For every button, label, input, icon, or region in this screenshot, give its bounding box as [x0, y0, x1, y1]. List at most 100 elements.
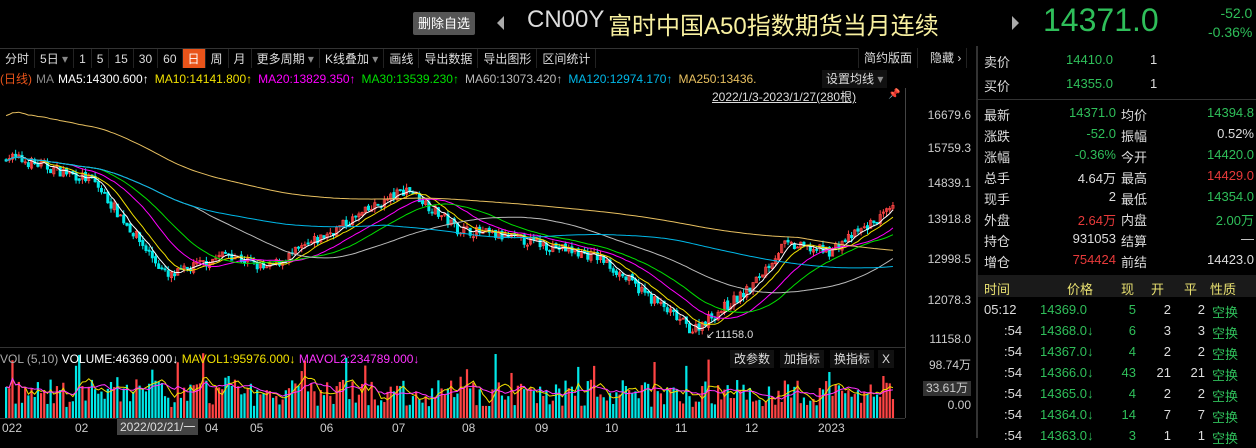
volume-bar	[589, 379, 593, 418]
volume-bar	[532, 390, 535, 418]
cell: 空换	[1212, 410, 1239, 425]
volume-bar	[329, 395, 332, 418]
volume-bar	[322, 395, 326, 418]
volume-bar	[780, 401, 783, 418]
volume-bar	[275, 396, 278, 418]
period-tab[interactable]: K线叠加	[320, 49, 385, 68]
volume-bar	[211, 404, 214, 418]
volume-bar	[494, 354, 497, 418]
add-indicator-button[interactable]: 加指标	[780, 350, 825, 368]
next-arrow-icon[interactable]	[1012, 16, 1019, 30]
candle	[122, 214, 126, 224]
volume-bar	[739, 390, 742, 418]
volume-bar	[771, 396, 774, 418]
volume-bar	[427, 406, 430, 418]
period-tab[interactable]: 导出图形	[478, 49, 538, 68]
volume-bar	[11, 360, 14, 418]
volume-bar	[186, 400, 189, 418]
cell: 14410.0	[1066, 52, 1113, 67]
volume-bar	[672, 387, 675, 418]
candle	[776, 253, 781, 260]
period-tab[interactable]: 5	[92, 49, 110, 68]
volume-bar	[306, 391, 310, 418]
volume-bar	[17, 381, 20, 418]
volume-bar	[586, 381, 589, 418]
volume-bar	[682, 403, 685, 418]
period-tab[interactable]: 周	[206, 49, 229, 68]
candle	[643, 287, 647, 293]
candle	[392, 192, 396, 200]
month-label: 07	[392, 421, 406, 435]
period-tab[interactable]: 导出数据	[419, 49, 479, 68]
month-label: 2023	[818, 421, 845, 435]
candle	[166, 270, 170, 277]
cell: :54	[1004, 344, 1023, 359]
cell: 14355.0	[1066, 76, 1113, 91]
hide-button[interactable]: 隐藏 ›	[925, 48, 968, 68]
set-ma-dropdown[interactable]: 设置均线 ▾	[822, 70, 888, 88]
cell: 931053	[1072, 231, 1116, 246]
volume-bar	[806, 404, 809, 418]
cell: 涨跌	[984, 129, 1011, 144]
candle	[217, 254, 221, 257]
ma-value: MA30:13539.230↑	[361, 72, 459, 86]
kline-chart[interactable]: ↙11158.0	[0, 88, 905, 418]
period-tab[interactable]: 5日	[35, 49, 75, 68]
candle	[856, 228, 860, 232]
candle	[23, 161, 27, 164]
volume-bar	[189, 384, 192, 418]
delete-watchlist-button[interactable]: 删除自选	[413, 12, 476, 35]
period-tab[interactable]: 1	[74, 49, 92, 68]
volume-bar	[535, 403, 539, 418]
volume-bar	[332, 403, 335, 418]
prev-arrow-icon[interactable]	[497, 16, 504, 30]
candle	[169, 271, 173, 279]
candle	[163, 268, 167, 271]
date-range[interactable]: 2022/1/3-2023/1/27(280根)	[712, 90, 857, 104]
candle	[84, 171, 88, 182]
close-indicator-button[interactable]: X	[878, 350, 895, 368]
cell: :54	[1004, 428, 1023, 443]
period-tab[interactable]: 区间统计	[537, 49, 597, 68]
simple-layout-button[interactable]: 简约版面	[858, 48, 919, 68]
volume-bar	[256, 389, 259, 418]
volume-bar	[872, 396, 875, 418]
change-params-button[interactable]: 改参数	[730, 350, 775, 368]
vol-value: VOLUME:46369.000↓	[61, 352, 179, 366]
period-tab[interactable]: 30	[134, 49, 159, 68]
pin-icon[interactable]: 📌	[888, 89, 901, 100]
candle	[570, 246, 574, 254]
cell: :54	[1004, 365, 1023, 380]
volume-bar	[631, 393, 634, 418]
volume-bar	[55, 386, 59, 418]
volume-bar	[742, 384, 745, 418]
candle	[719, 310, 723, 313]
cell: 21	[1190, 365, 1205, 380]
cell: 14371.0	[1069, 105, 1116, 120]
price-tick: 16679.6	[927, 108, 971, 122]
volume-bar	[523, 389, 526, 418]
period-tab[interactable]: 画线	[384, 49, 420, 68]
volume-bar	[157, 381, 160, 418]
period-tab[interactable]: 月	[229, 49, 252, 68]
period-tab[interactable]: 更多周期	[252, 49, 320, 68]
ma-value: MA60:13073.420↑	[464, 72, 563, 86]
candle	[17, 154, 21, 157]
candle	[144, 245, 148, 251]
period-tab[interactable]: 60	[158, 49, 183, 68]
period-tab[interactable]: 日	[182, 49, 206, 68]
volume-bar	[59, 390, 62, 418]
volume-bar	[300, 371, 303, 418]
period-tab[interactable]: 15	[109, 49, 134, 68]
ma-value: MA250:13436.	[678, 72, 757, 86]
switch-indicator-button[interactable]: 换指标	[830, 350, 875, 368]
candle	[319, 234, 323, 243]
cell: 结算	[1121, 234, 1148, 249]
volume-bar	[710, 403, 713, 418]
period-tab[interactable]: 分时	[0, 49, 36, 68]
candle	[465, 226, 469, 229]
candle	[618, 272, 622, 277]
candle	[58, 166, 62, 177]
volume-bar	[840, 390, 844, 418]
candle	[783, 240, 787, 244]
